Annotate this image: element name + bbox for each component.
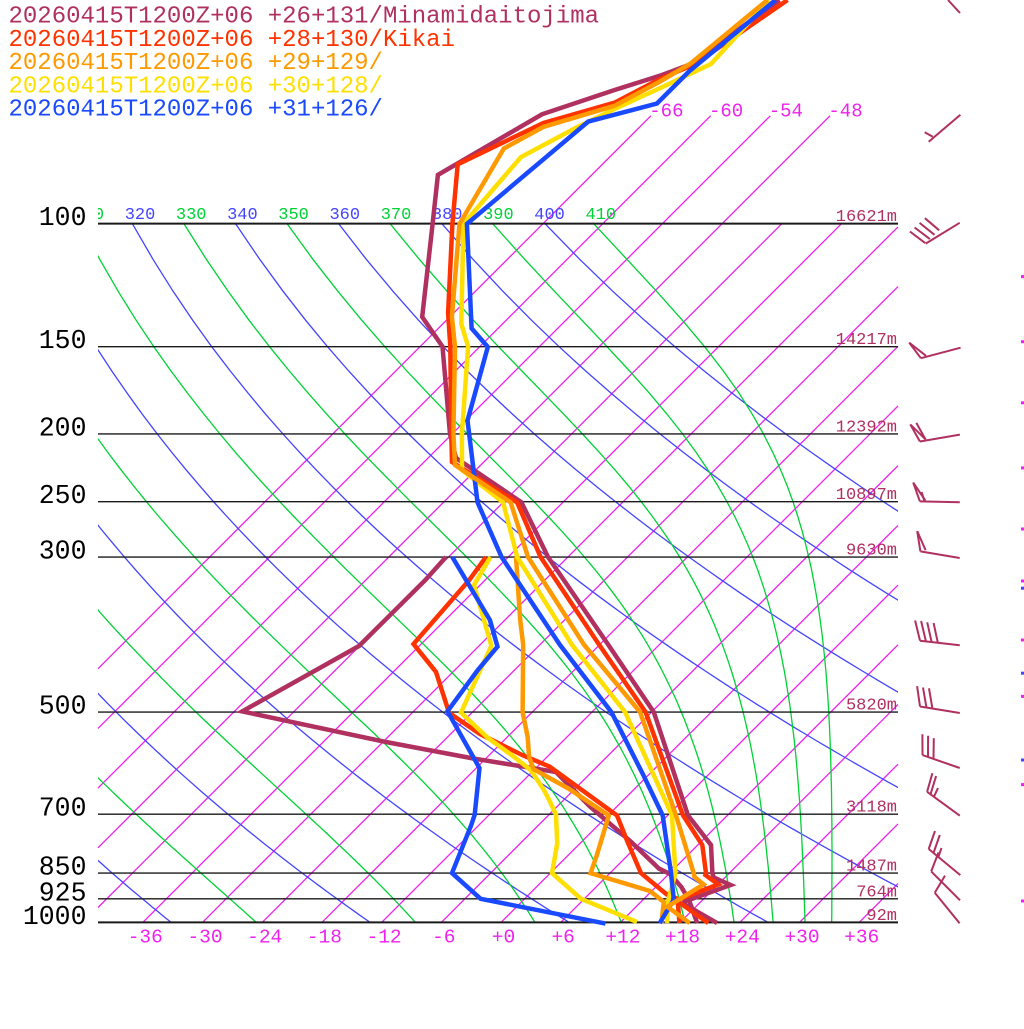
svg-text:92m: 92m	[866, 907, 897, 926]
svg-text:+36: +36	[844, 927, 879, 949]
svg-text:12392m: 12392m	[836, 419, 897, 438]
svg-text:9630m: 9630m	[846, 542, 897, 561]
svg-text:20260415T1200Z+06 +31+126/: 20260415T1200Z+06 +31+126/	[9, 97, 383, 124]
svg-text:100: 100	[39, 203, 87, 233]
svg-text:+0: +0	[492, 927, 515, 949]
svg-text:-6: -6	[432, 927, 455, 949]
svg-text:700: 700	[39, 794, 87, 824]
svg-text:410: 410	[585, 206, 616, 225]
svg-text:-60: -60	[709, 101, 743, 123]
svg-text:360: 360	[329, 206, 360, 225]
svg-text:-48: -48	[828, 101, 862, 123]
svg-text:150: 150	[39, 326, 87, 356]
svg-text:+24: +24	[725, 927, 760, 949]
svg-text:350: 350	[278, 206, 309, 225]
svg-text:10897m: 10897m	[836, 486, 897, 505]
svg-text:+12: +12	[605, 927, 640, 949]
svg-text:400: 400	[534, 206, 565, 225]
svg-text:3118m: 3118m	[846, 799, 897, 818]
svg-text:-24: -24	[247, 927, 282, 949]
svg-text:14217m: 14217m	[836, 331, 897, 350]
svg-text:200: 200	[39, 414, 87, 444]
svg-text:370: 370	[381, 206, 412, 225]
svg-text:330: 330	[176, 206, 207, 225]
svg-text:500: 500	[39, 692, 87, 722]
svg-text:1000: 1000	[23, 902, 87, 932]
svg-text:340: 340	[227, 206, 258, 225]
svg-text:1487m: 1487m	[846, 858, 897, 877]
svg-text:320: 320	[125, 206, 156, 225]
svg-text:+6: +6	[551, 927, 574, 949]
svg-text:-36: -36	[128, 927, 163, 949]
svg-text:300: 300	[39, 537, 87, 567]
svg-text:-18: -18	[307, 927, 342, 949]
svg-text:16621m: 16621m	[836, 208, 897, 227]
svg-text:-30: -30	[187, 927, 222, 949]
svg-text:764m: 764m	[856, 883, 897, 902]
svg-text:5820m: 5820m	[846, 697, 897, 716]
svg-text:+18: +18	[665, 927, 700, 949]
svg-text:-54: -54	[769, 101, 803, 123]
svg-text:+30: +30	[784, 927, 819, 949]
svg-text:-12: -12	[367, 927, 402, 949]
svg-text:250: 250	[39, 481, 87, 511]
